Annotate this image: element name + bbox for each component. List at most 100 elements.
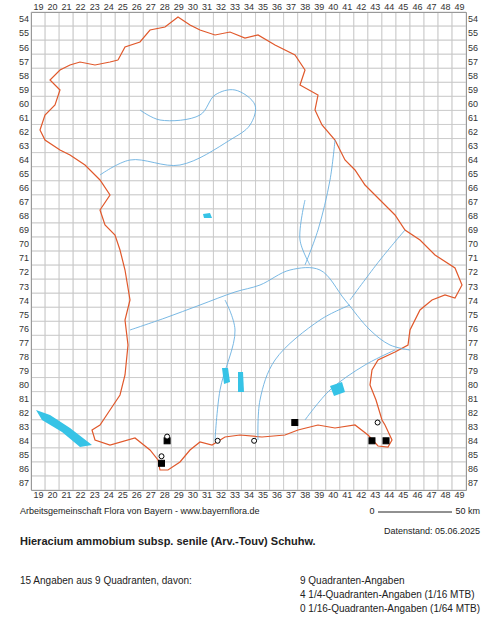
tick: 28 [160,2,170,12]
tick-label: 56 [19,43,29,53]
grid-line [31,279,466,280]
tick: 35 [258,2,268,12]
tick: 74 [19,296,31,306]
tick: 66 [19,183,31,193]
tick: 60 [466,99,478,109]
grid-line [31,208,466,209]
tick-label: 87 [19,478,29,488]
tick: 32 [216,2,226,12]
grid-line [31,447,466,448]
tick-label: 77 [19,338,29,348]
tick-label: 48 [440,490,450,500]
grid-line [31,419,466,420]
grid-line [31,293,466,294]
tick-label: 75 [468,310,478,320]
tick: 40 [328,2,338,12]
tick: 55 [19,28,31,38]
records [159,420,390,467]
tick: 45 [398,2,408,12]
tick: 42 [356,490,366,500]
tick: 40 [328,490,338,500]
tick-label: 46 [412,490,422,500]
tick: 58 [19,71,31,81]
grid-line [31,26,466,27]
tick-label: 85 [19,450,29,460]
tick: 72 [19,267,31,277]
grid-line [31,82,466,83]
tick: 44 [384,490,394,500]
grid-line [31,405,466,406]
tick-label: 56 [468,43,478,53]
record-marker [383,438,389,444]
river [350,230,405,300]
tick: 82 [466,408,478,418]
grid-line [31,321,466,322]
tick-label: 74 [19,296,29,306]
tick-label: 27 [146,2,156,12]
tick: 33 [230,2,240,12]
tick-label: 47 [426,2,436,12]
title: Hieracium ammobium subsp. senile (Arv.-T… [20,535,316,547]
annotation: 0 1/16-Quadranten-Angaben (1/64 MTB) [300,603,480,614]
tick-label: 64 [19,155,29,165]
tick-label: 65 [468,169,478,179]
tick-label: 21 [62,2,72,12]
tick: 68 [466,211,478,221]
tick-label: 62 [468,127,478,137]
tick: 57 [19,57,31,67]
tick: 63 [19,141,31,151]
tick: 43 [370,490,380,500]
tick: 82 [19,408,31,418]
grid-line [31,405,466,406]
grid-line [31,152,466,153]
grid-line [31,166,466,167]
tick-label: 75 [19,310,29,320]
tick-label: 82 [468,408,478,418]
tick-label: 71 [19,253,29,263]
tick-label: 55 [468,28,478,38]
grid-line [31,208,466,209]
tick: 75 [19,310,31,320]
tick: 85 [19,450,31,460]
river [100,90,256,175]
grid-line [31,180,466,181]
tick: 49 [454,2,464,12]
tick-label: 36 [272,490,282,500]
grid-line [31,391,466,392]
tick-label: 68 [19,211,29,221]
tick: 48 [440,2,450,12]
lake [238,372,244,392]
tick: 31 [202,2,212,12]
tick-label: 72 [19,267,29,277]
grid-line [31,475,466,476]
tick: 84 [19,436,31,446]
tick: 69 [466,225,478,235]
tick: 81 [466,394,478,404]
lake [203,213,212,218]
tick-label: 65 [19,169,29,179]
source: Arbeitsgemeinschaft Flora von Bayern - w… [20,506,260,516]
tick-label: 28 [160,490,170,500]
tick-label: 49 [454,2,464,12]
grid-line [31,180,466,181]
tick: 87 [19,478,31,488]
tick: 62 [19,127,31,137]
tick: 76 [466,324,478,334]
border [40,17,462,470]
tick: 36 [272,490,282,500]
grid-line [31,279,466,280]
tick: 31 [202,490,212,500]
tick-label: 41 [342,490,352,500]
tick-label: 26 [132,2,142,12]
axis: 5455565758596061626364656667686970717273… [19,13,32,491]
grid-line [31,194,466,195]
tick: 23 [90,2,100,12]
tick: 46 [412,490,422,500]
tick-label: 40 [328,490,338,500]
tick: 67 [19,197,31,207]
grid-line [31,68,466,69]
tick-label: 67 [468,197,478,207]
grid-line [31,236,466,237]
tick: 22 [76,490,86,500]
river [215,300,235,440]
